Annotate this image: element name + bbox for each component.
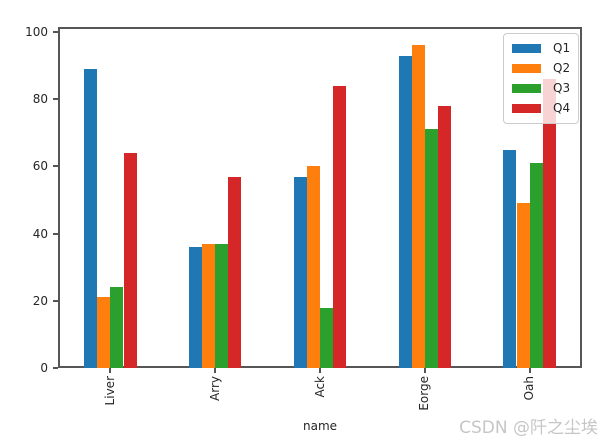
legend-swatch-Q1 [512, 44, 541, 53]
watermark: CSDN @阡之尘埃 [459, 418, 598, 438]
legend-swatch-Q4 [512, 104, 541, 113]
x-tick-label-Arry: Arry [207, 376, 222, 401]
bar-Q2-Eorge [411, 45, 425, 368]
legend-swatch-Q3 [512, 84, 541, 93]
x-tick-label-Ack: Ack [312, 376, 327, 398]
y-tick-label-80: 80 [32, 92, 48, 107]
legend-label-Q3: Q3 [553, 81, 571, 95]
bar-Q2-Liver [97, 297, 111, 368]
bar-Q4-Oah [542, 79, 556, 368]
legend-label-Q1: Q1 [553, 41, 571, 55]
bar-Q4-Ack [333, 85, 347, 368]
y-tick-mark-100 [53, 31, 58, 34]
bar-Q1-Eorge [398, 55, 412, 368]
x-tick-mark-Eorge [423, 368, 426, 373]
bar-Q4-Liver [123, 152, 137, 368]
bar-Q4-Eorge [437, 105, 451, 368]
x-tick-mark-Liver [109, 368, 112, 373]
bar-Q2-Ack [306, 166, 320, 368]
y-tick-mark-0 [53, 367, 58, 369]
y-tick-label-20: 20 [32, 293, 48, 308]
x-tick-mark-Oah [528, 368, 531, 373]
bar-Q2-Arry [202, 243, 216, 368]
bar-Q3-Arry [215, 243, 229, 368]
bar-Q3-Oah [529, 163, 543, 368]
x-tick-label-Eorge: Eorge [417, 376, 432, 411]
bar-Q1-Oah [503, 149, 517, 368]
legend-label-Q2: Q2 [553, 61, 571, 75]
legend-item-Q3: Q3 [512, 82, 570, 95]
bar-Q1-Liver [84, 68, 98, 368]
x-tick-mark-Ack [319, 368, 321, 373]
bar-Q4-Arry [228, 176, 242, 368]
legend: Q1 Q2 Q3 Q4 [503, 33, 580, 124]
bar-Q3-Eorge [424, 129, 438, 368]
y-tick-label-40: 40 [32, 226, 48, 241]
x-tick-mark-Arry [214, 368, 217, 373]
x-tick-label-Oah: Oah [522, 376, 537, 401]
bar-Q1-Arry [189, 247, 203, 368]
legend-swatch-Q2 [512, 64, 541, 73]
bar-Q1-Ack [293, 176, 307, 368]
y-tick-label-100: 100 [25, 25, 48, 40]
bar-Q3-Liver [110, 287, 124, 368]
y-tick-mark-20 [53, 299, 58, 302]
legend-item-Q1: Q1 [512, 42, 570, 55]
y-tick-label-60: 60 [32, 159, 48, 174]
legend-item-Q4: Q4 [512, 102, 570, 115]
y-tick-mark-60 [53, 165, 58, 168]
legend-item-Q2: Q2 [512, 62, 570, 75]
bar-Q2-Oah [516, 203, 530, 368]
bar-Q3-Ack [320, 307, 334, 368]
legend-label-Q4: Q4 [553, 101, 571, 115]
x-tick-label-Liver: Liver [102, 376, 117, 406]
y-tick-label-0: 0 [40, 361, 48, 375]
x-axis-title: name [302, 419, 338, 433]
y-tick-mark-40 [53, 232, 58, 235]
y-tick-mark-80 [53, 98, 58, 101]
